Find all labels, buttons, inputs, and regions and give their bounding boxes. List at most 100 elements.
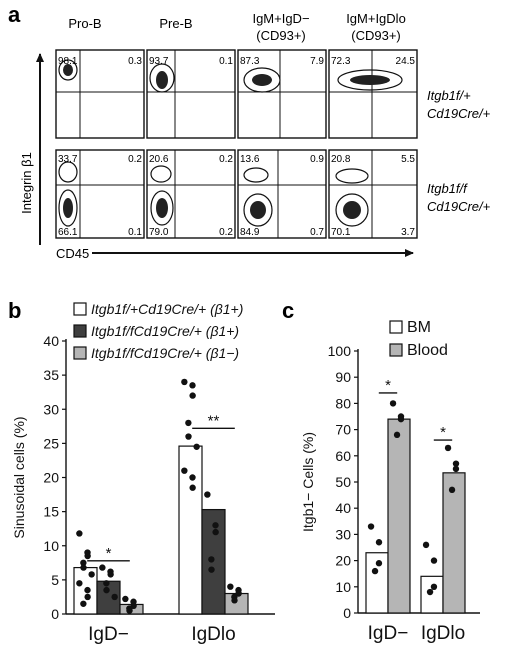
legend-swatch-0 bbox=[73, 302, 87, 316]
bar-1-1 bbox=[442, 472, 466, 614]
quadrant-lr: 0.2 bbox=[219, 227, 233, 238]
data-point bbox=[426, 588, 434, 596]
data-point bbox=[448, 486, 456, 494]
quadrant-ur: 0.1 bbox=[219, 56, 233, 67]
data-point bbox=[422, 541, 430, 549]
quadrant-ul: 20.8 bbox=[331, 154, 351, 165]
data-point bbox=[80, 564, 87, 571]
data-point bbox=[76, 580, 83, 587]
category-label-0: IgD− bbox=[88, 624, 129, 645]
quadrant-ul: 98.1 bbox=[58, 56, 78, 67]
flow-plot-row1-igd-neg: 87.3 7.9 bbox=[237, 49, 327, 139]
y-tick-label: 60 bbox=[335, 448, 351, 464]
data-point bbox=[212, 528, 219, 536]
data-point bbox=[80, 600, 87, 607]
data-point bbox=[99, 564, 106, 571]
column-header-igd-neg: IgM+IgD− bbox=[252, 11, 309, 26]
data-point bbox=[375, 539, 383, 546]
legend-label-0: Itgb1f/+Cd19Cre/+ (β1+) bbox=[91, 301, 243, 317]
row-label-ctrl-1: Itgb1f/+ bbox=[427, 88, 471, 103]
column-header-pro-b: Pro-B bbox=[68, 16, 101, 31]
data-point bbox=[231, 597, 238, 604]
y-tick-label: 0 bbox=[51, 606, 59, 622]
data-point bbox=[111, 593, 118, 601]
significance-label: * bbox=[385, 377, 391, 394]
data-point bbox=[430, 583, 438, 590]
quadrant-lr: 3.7 bbox=[401, 227, 415, 238]
data-point bbox=[103, 580, 110, 587]
quadrant-ur: 24.5 bbox=[396, 56, 416, 67]
data-point bbox=[235, 590, 242, 597]
y-axis-label: Sinusoidal cells (%) bbox=[11, 416, 27, 538]
data-point bbox=[103, 586, 110, 594]
data-point bbox=[88, 571, 95, 578]
quadrant-ll: 66.1 bbox=[58, 227, 78, 238]
flow-cytometry-panel: Pro-B Pre-B IgM+IgD− (CD93+) IgM+IgDlo (… bbox=[19, 11, 491, 261]
data-point bbox=[122, 595, 129, 603]
data-point bbox=[185, 433, 192, 440]
quadrant-ur: 7.9 bbox=[310, 56, 324, 67]
significance-label: ** bbox=[208, 412, 220, 429]
quadrant-ur: 0.2 bbox=[219, 154, 233, 165]
flow-plot-row2-pre-b: 20.6 0.2 79.0 0.2 bbox=[146, 149, 236, 239]
data-point bbox=[193, 443, 200, 450]
y-tick-label: 90 bbox=[335, 369, 351, 385]
quadrant-ul: 93.7 bbox=[149, 56, 169, 67]
y-tick-label: 30 bbox=[43, 401, 59, 417]
data-point bbox=[208, 556, 215, 563]
quadrant-ur: 5.5 bbox=[401, 154, 415, 165]
column-header-igd-lo-sub: (CD93+) bbox=[351, 28, 401, 43]
flow-plot-row1-pro-b: 98.1 0.3 bbox=[55, 49, 145, 139]
data-point bbox=[444, 444, 452, 452]
flow-plot-row2-pro-b: 33.7 0.2 66.1 0.1 bbox=[55, 149, 145, 239]
y-axis-label-integrin: Integrin β1 bbox=[19, 152, 34, 214]
quadrant-ul: 33.7 bbox=[58, 154, 78, 165]
data-point bbox=[189, 484, 196, 491]
quadrant-ur: 0.3 bbox=[128, 56, 142, 67]
data-point bbox=[371, 567, 379, 575]
quadrant-ul: 72.3 bbox=[331, 56, 351, 67]
quadrant-ll: 70.1 bbox=[331, 227, 351, 238]
category-label-1: IgDlo bbox=[191, 624, 235, 645]
y-tick-label: 0 bbox=[343, 605, 351, 621]
y-tick-label: 20 bbox=[335, 553, 351, 569]
data-point bbox=[375, 560, 383, 567]
data-point bbox=[204, 491, 211, 498]
y-tick-label: 70 bbox=[335, 422, 351, 438]
data-point bbox=[84, 586, 91, 594]
data-point bbox=[367, 523, 375, 530]
panel-label-c: c bbox=[282, 298, 294, 323]
panel-label-b: b bbox=[8, 298, 21, 323]
category-label-1: IgDlo bbox=[421, 623, 465, 644]
column-header-igd-lo: IgM+IgDlo bbox=[346, 11, 406, 26]
flow-plot-row2-igd-neg: 13.6 0.9 84.9 0.7 bbox=[237, 149, 327, 239]
data-point bbox=[227, 583, 234, 590]
y-tick-label: 40 bbox=[43, 333, 59, 349]
data-point bbox=[430, 557, 438, 564]
data-point bbox=[181, 378, 188, 386]
data-point bbox=[76, 530, 83, 537]
legend-label-0: BM bbox=[407, 319, 431, 336]
y-tick-label: 50 bbox=[335, 474, 351, 490]
row-label-ko-2: Cd19Cre/+ bbox=[427, 199, 491, 214]
quadrant-ul: 20.6 bbox=[149, 154, 169, 165]
y-tick-label: 35 bbox=[43, 367, 59, 383]
data-point bbox=[208, 566, 215, 573]
row-label-ctrl-2: Cd19Cre/+ bbox=[427, 106, 491, 121]
data-point bbox=[181, 467, 188, 474]
bar-1-1 bbox=[201, 508, 226, 615]
legend-swatch-2 bbox=[73, 346, 87, 360]
legend-swatch-1 bbox=[389, 343, 403, 357]
significance-label: * bbox=[106, 545, 112, 562]
legend-label-1: Blood bbox=[407, 342, 448, 359]
quadrant-ul: 13.6 bbox=[240, 154, 260, 165]
quadrant-ur: 0.2 bbox=[128, 154, 142, 165]
data-point bbox=[397, 415, 405, 423]
column-header-pre-b: Pre-B bbox=[159, 16, 192, 31]
data-point bbox=[189, 382, 196, 389]
legend-swatch-0 bbox=[389, 320, 403, 334]
flow-plot-row1-pre-b: 93.7 0.1 bbox=[146, 49, 236, 139]
y-tick-label: 20 bbox=[43, 470, 59, 486]
data-point bbox=[126, 607, 133, 614]
row-label-ko-1: Itgb1f/f bbox=[427, 181, 468, 196]
